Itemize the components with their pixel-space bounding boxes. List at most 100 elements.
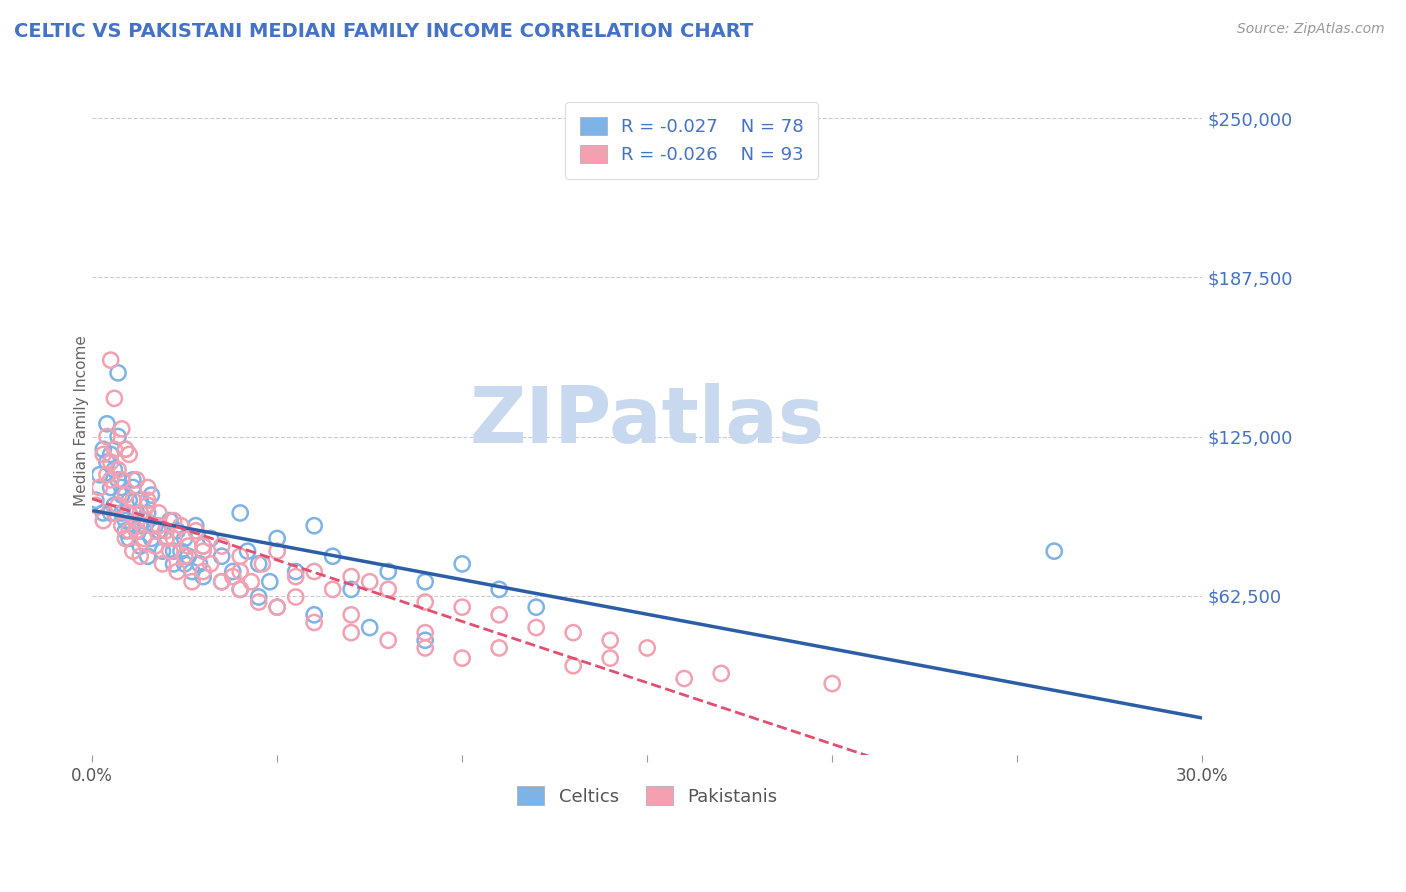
- Point: [84, 498, 107, 512]
- Point: [84, 493, 107, 508]
- Point: [211, 549, 233, 564]
- Point: [562, 658, 585, 673]
- Point: [488, 607, 510, 622]
- Point: [162, 544, 184, 558]
- Point: [100, 473, 122, 487]
- Point: [103, 392, 125, 406]
- Point: [125, 524, 148, 538]
- Point: [155, 524, 177, 538]
- Point: [129, 549, 152, 564]
- Point: [148, 524, 170, 538]
- Point: [170, 544, 193, 558]
- Point: [252, 557, 274, 571]
- Point: [136, 549, 159, 564]
- Point: [129, 506, 152, 520]
- Point: [359, 574, 381, 589]
- Point: [193, 544, 215, 558]
- Point: [377, 633, 399, 648]
- Point: [266, 600, 288, 615]
- Point: [122, 481, 145, 495]
- Point: [284, 565, 307, 579]
- Point: [302, 565, 325, 579]
- Point: [413, 574, 436, 589]
- Point: [100, 455, 122, 469]
- Point: [173, 549, 195, 564]
- Point: [173, 549, 195, 564]
- Y-axis label: Median Family Income: Median Family Income: [73, 335, 89, 506]
- Point: [188, 557, 211, 571]
- Point: [129, 539, 152, 553]
- Text: Source: ZipAtlas.com: Source: ZipAtlas.com: [1237, 22, 1385, 37]
- Point: [107, 498, 129, 512]
- Point: [111, 518, 134, 533]
- Point: [141, 532, 163, 546]
- Point: [91, 514, 114, 528]
- Point: [340, 625, 363, 640]
- Point: [222, 569, 245, 583]
- Point: [111, 488, 134, 502]
- Point: [184, 518, 207, 533]
- Point: [488, 582, 510, 597]
- Point: [129, 493, 152, 508]
- Point: [100, 481, 122, 495]
- Point: [200, 557, 222, 571]
- Point: [211, 539, 233, 553]
- Point: [96, 429, 118, 443]
- Point: [100, 353, 122, 368]
- Point: [89, 481, 111, 495]
- Point: [340, 582, 363, 597]
- Point: [103, 498, 125, 512]
- Point: [114, 532, 136, 546]
- Point: [100, 447, 122, 461]
- Point: [118, 506, 141, 520]
- Point: [451, 600, 474, 615]
- Point: [114, 524, 136, 538]
- Point: [236, 544, 259, 558]
- Point: [302, 607, 325, 622]
- Point: [162, 514, 184, 528]
- Point: [91, 447, 114, 461]
- Point: [114, 514, 136, 528]
- Point: [118, 493, 141, 508]
- Point: [118, 524, 141, 538]
- Point: [111, 506, 134, 520]
- Point: [229, 565, 252, 579]
- Point: [340, 569, 363, 583]
- Point: [100, 506, 122, 520]
- Point: [125, 524, 148, 538]
- Point: [247, 590, 270, 604]
- Point: [229, 582, 252, 597]
- Legend: Celtics, Pakistanis: Celtics, Pakistanis: [510, 779, 785, 813]
- Point: [132, 532, 155, 546]
- Point: [181, 574, 204, 589]
- Point: [118, 447, 141, 461]
- Point: [524, 621, 547, 635]
- Text: ZIPatlas: ZIPatlas: [470, 383, 825, 458]
- Point: [162, 532, 184, 546]
- Point: [159, 514, 181, 528]
- Point: [1043, 544, 1066, 558]
- Point: [413, 625, 436, 640]
- Point: [211, 574, 233, 589]
- Point: [122, 493, 145, 508]
- Point: [136, 481, 159, 495]
- Point: [184, 524, 207, 538]
- Point: [413, 640, 436, 655]
- Point: [166, 565, 188, 579]
- Point: [173, 532, 195, 546]
- Point: [122, 544, 145, 558]
- Point: [111, 473, 134, 487]
- Point: [148, 506, 170, 520]
- Point: [302, 615, 325, 630]
- Point: [229, 582, 252, 597]
- Point: [229, 506, 252, 520]
- Point: [266, 600, 288, 615]
- Point: [148, 518, 170, 533]
- Point: [302, 518, 325, 533]
- Point: [173, 557, 195, 571]
- Point: [200, 532, 222, 546]
- Point: [710, 666, 733, 681]
- Point: [107, 366, 129, 380]
- Point: [91, 442, 114, 457]
- Point: [107, 429, 129, 443]
